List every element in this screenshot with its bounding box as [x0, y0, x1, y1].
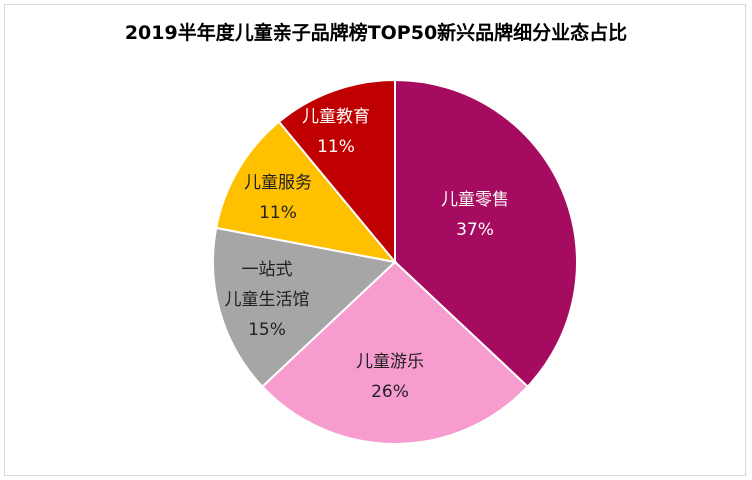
slice-percent-label: 11% — [259, 203, 297, 223]
slice-percent-label: 15% — [248, 320, 286, 340]
slice-percent-label: 11% — [317, 137, 355, 157]
slice-percent-label: 37% — [456, 220, 494, 240]
slice-category-label: 儿童服务 — [244, 173, 312, 193]
slice-category-label: 一站式 — [242, 260, 293, 280]
slice-category-label: 儿童教育 — [302, 107, 370, 127]
slice-percent-label: 26% — [371, 382, 409, 402]
pie-slice-0 — [394, 78, 578, 389]
slice-category-label: 儿童生活馆 — [225, 290, 310, 310]
pie-slice-3 — [215, 120, 398, 264]
pie-slice-4 — [277, 78, 396, 265]
pie-slice-2 — [212, 226, 398, 389]
slice-category-label: 儿童游乐 — [356, 352, 424, 372]
slice-category-label: 儿童零售 — [441, 190, 509, 210]
pie-slice-1 — [260, 260, 530, 445]
chart-title: 2019半年度儿童亲子品牌榜TOP50新兴品牌细分业态占比 — [124, 22, 628, 44]
